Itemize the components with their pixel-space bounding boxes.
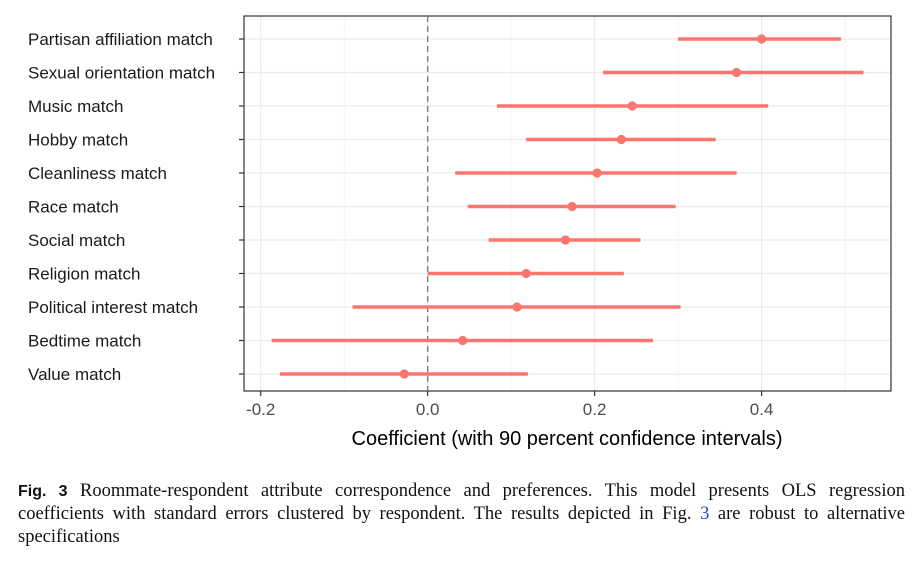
x-axis: -0.2 0.0 0.2 0.4 xyxy=(246,391,773,419)
category-label: Hobby match xyxy=(28,131,128,150)
category-labels: Partisan affiliation match Sexual orienta… xyxy=(28,30,244,384)
x-axis-title: Coefficient (with 90 percent confidence … xyxy=(352,428,783,450)
coefficient-point xyxy=(731,67,742,78)
category-label: Cleanliness match xyxy=(28,164,167,183)
coefficient-point xyxy=(560,235,571,245)
category-label: Partisan affiliation match xyxy=(28,30,213,49)
coefficient-plot: Partisan affiliation match Sexual orienta… xyxy=(28,15,892,450)
x-tick-label: -0.2 xyxy=(246,400,275,419)
category-label: Religion match xyxy=(28,265,140,284)
coefficient-point xyxy=(592,168,602,178)
panel-border xyxy=(243,15,892,392)
x-tick-label: 0.4 xyxy=(750,400,774,419)
category-label: Social match xyxy=(28,231,125,250)
coefficient-point xyxy=(616,134,626,145)
coefficient-point xyxy=(458,335,468,346)
figure-reference-link[interactable]: 3 xyxy=(700,504,710,524)
category-label: Sexual orientation match xyxy=(28,64,215,83)
figure-caption: Fig. 3 Roommate-respondent attribute cor… xyxy=(18,480,905,549)
category-label: Political interest match xyxy=(28,298,198,317)
category-label: Bedtime match xyxy=(28,332,141,351)
coefficient-point xyxy=(512,302,522,312)
coefficient-point xyxy=(399,369,409,379)
category-label: Music match xyxy=(28,97,123,116)
coefficient-point xyxy=(627,101,637,111)
caption-text: Roommate-respondent attribute correspond… xyxy=(18,481,905,524)
x-tick-label: 0.2 xyxy=(583,400,607,419)
coefficient-point xyxy=(521,268,531,279)
coefficient-point xyxy=(567,201,577,212)
category-label: Value match xyxy=(28,365,121,384)
x-tick-label: 0.0 xyxy=(416,400,440,419)
chart-marks xyxy=(271,34,864,379)
caption-text-end: are robust to alternative specifications xyxy=(18,504,906,547)
figure-label: Fig. 3 xyxy=(18,483,68,500)
category-label: Race match xyxy=(28,198,119,217)
coefficient-point xyxy=(757,34,767,44)
